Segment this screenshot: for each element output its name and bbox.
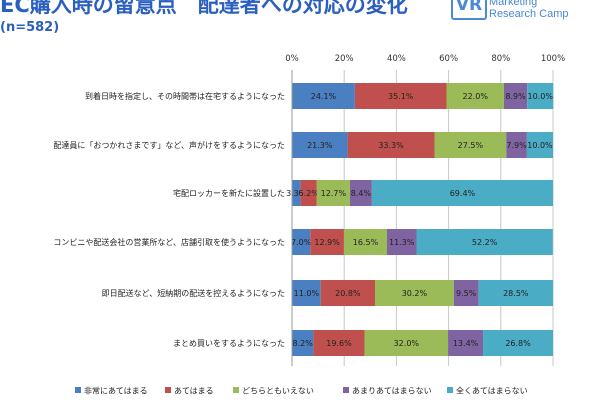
legend-label: どちらともいえない	[242, 387, 314, 396]
data-label: 24.1%	[311, 92, 337, 101]
bar-segment	[354, 83, 447, 109]
page-title: EC購入時の留意点 配達者への対応の変化	[0, 0, 408, 17]
data-label: 26.8%	[505, 339, 531, 348]
logo-text-line1: Marketing	[489, 0, 538, 8]
bar-segment	[349, 180, 372, 206]
data-label: 6.2%	[299, 189, 320, 198]
data-label: 33.3%	[378, 141, 404, 150]
bar-segment	[292, 330, 314, 356]
legend-label: 非常にあてはまる	[84, 386, 148, 396]
category-label: 到着日時を指定し、その時間帯は在宅するようになった	[85, 91, 285, 101]
data-label: 13.4%	[453, 339, 479, 348]
bar-segment	[292, 180, 301, 206]
legend-swatch	[447, 387, 453, 393]
data-label: 11.0%	[294, 289, 320, 298]
legend-swatch	[233, 387, 239, 393]
bar-segment	[526, 132, 553, 158]
bar-segment	[292, 83, 355, 109]
logo-text-line2: Research Camp	[489, 8, 569, 20]
data-label: 21.3%	[307, 141, 333, 150]
bar-segment	[316, 180, 350, 206]
data-label: 11.3%	[389, 238, 415, 247]
bar-segment	[453, 280, 479, 306]
data-label: 12.9%	[314, 238, 340, 247]
bar-segment	[416, 229, 553, 255]
bar-segment	[478, 280, 553, 306]
data-label: 8.9%	[505, 92, 526, 101]
legend-label: あまりあてはまらない	[352, 387, 432, 396]
sample-size: (n=582)	[0, 20, 60, 35]
bar-segment	[364, 330, 449, 356]
legend-label: あてはまる	[174, 387, 214, 396]
category-label: 即日配送など、短納期の配送を控えるようになった	[102, 288, 285, 298]
legend-swatch	[343, 387, 349, 393]
bar-segment	[320, 280, 375, 306]
category-label: 配達員に「おつかれさまです」など、声がけをするようになった	[53, 140, 285, 150]
data-label: 20.8%	[335, 289, 361, 298]
bar-segment	[527, 83, 554, 109]
legend-swatch	[165, 387, 171, 393]
data-label: 7.0%	[291, 238, 312, 247]
bar-segment	[448, 330, 484, 356]
data-label: 28.5%	[503, 289, 529, 298]
bar-segment	[434, 132, 507, 158]
bar-segment	[292, 229, 311, 255]
x-tick-label: 60%	[439, 54, 458, 64]
data-label: 10.0%	[527, 141, 553, 150]
data-label: 10.0%	[528, 92, 554, 101]
data-label: 16.5%	[353, 238, 379, 247]
data-label: 3.3%	[286, 189, 307, 198]
category-label: 宅配ロッカーを新たに設置した	[173, 188, 285, 198]
x-tick-label: 100%	[541, 54, 565, 64]
bar-segment	[310, 229, 344, 255]
x-tick-label: 40%	[387, 54, 406, 64]
bar-segment	[446, 83, 504, 109]
x-tick-label: 80%	[491, 54, 510, 64]
data-label: 7.9%	[506, 141, 527, 150]
logo-mark: VR	[451, 0, 487, 20]
x-tick-label: 0%	[285, 54, 299, 64]
bar-segment	[374, 280, 454, 306]
data-label: 8.2%	[293, 339, 314, 348]
category-label: まとめ買いをするようになった	[173, 339, 285, 348]
data-label: 12.7%	[321, 189, 347, 198]
data-label: 9.5%	[456, 289, 477, 298]
data-label: 27.5%	[458, 141, 484, 150]
data-label: 32.0%	[394, 339, 420, 348]
bar-segment	[371, 180, 553, 206]
bar-segment	[347, 132, 435, 158]
bar-segment	[343, 229, 388, 255]
data-label: 30.2%	[402, 289, 428, 298]
bar-segment	[313, 330, 365, 356]
bar-segment	[387, 229, 417, 255]
bar-segment	[300, 180, 317, 206]
legend-swatch	[75, 387, 81, 393]
data-label: 52.2%	[472, 238, 498, 247]
x-tick-label: 20%	[335, 54, 354, 64]
bar-segment	[503, 83, 528, 109]
bar-segment	[292, 132, 348, 158]
data-label: 19.6%	[326, 339, 352, 348]
data-label: 69.4%	[450, 189, 476, 198]
bar-segment	[483, 330, 553, 356]
bar-segment	[506, 132, 527, 158]
data-label: 22.0%	[463, 92, 489, 101]
legend-label: 全くあてはまらない	[456, 386, 528, 396]
category-label: コンビニや配送会社の営業所など、店舗引取を使うようになった	[53, 237, 285, 247]
data-label: 8.4%	[351, 189, 372, 198]
data-label: 35.1%	[388, 92, 414, 101]
bar-segment	[292, 280, 321, 306]
